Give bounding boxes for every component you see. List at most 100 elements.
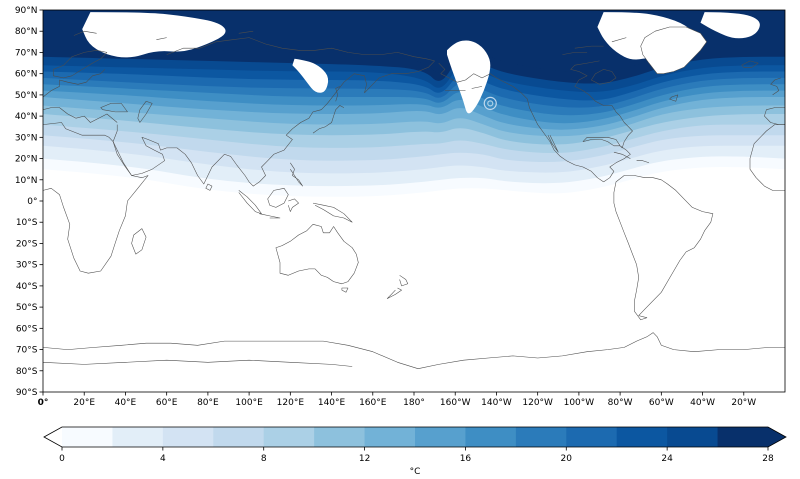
coastline-tasmania	[341, 287, 349, 293]
y-tick-label: 70°N	[15, 48, 38, 58]
colorbar-tick-label: 20	[561, 454, 573, 464]
greenland-east-blob	[700, 12, 760, 39]
coastline-cuba	[613, 151, 631, 159]
coastline-hudson-bay	[591, 69, 617, 85]
arctic-eurasia-blob	[82, 12, 226, 58]
coastline-sumatra	[238, 190, 262, 214]
colorbar-segment	[667, 427, 719, 447]
colorbar-tick-label: 28	[762, 454, 774, 464]
y-tick-label: 50°N	[15, 91, 38, 101]
okhotsk-blob	[292, 58, 329, 93]
colorbar-tick-label: 0	[59, 454, 65, 464]
coastline-antarctica-inner-line	[43, 359, 353, 367]
colorbar-segment	[314, 427, 366, 447]
coastline-russia-islands-2	[238, 30, 254, 34]
coastline-africa	[43, 122, 149, 274]
colorbar-tick-label: 24	[661, 454, 673, 464]
y-tick-label: 30°S	[16, 261, 38, 271]
y-tick-label: 30°N	[15, 133, 38, 143]
y-tick-label: 40°N	[15, 112, 38, 122]
colorbar-tick-label: 8	[261, 454, 267, 464]
colorbar-segment	[364, 427, 416, 447]
colorbar: 0 4 8 12 16 20 24 28 °C	[43, 426, 787, 477]
coastline-south-america	[613, 175, 714, 321]
masked-regions-layer	[82, 12, 760, 114]
coastline-madagascar	[131, 228, 147, 255]
y-tick-label: 80°N	[15, 27, 38, 37]
coastline-north-europe	[43, 69, 105, 98]
y-tick-label: 70°S	[16, 346, 38, 356]
colorbar-segment	[162, 427, 214, 447]
coastlines-layer	[43, 26, 785, 369]
coastline-philippines	[290, 162, 303, 187]
coastline-sri-lanka	[205, 183, 213, 191]
x-tick-label: 140°E	[318, 398, 346, 408]
coastline-baja-california	[547, 135, 559, 153]
colorbar-under-arrow	[44, 427, 62, 447]
coastline-arctic-canada-2	[574, 45, 604, 49]
colorbar-tick-label: 4	[160, 454, 166, 464]
coastline-new-zealand-south	[386, 287, 402, 299]
coastline-hispaniola	[636, 160, 650, 164]
coastline-australia	[275, 224, 359, 285]
coastline-svalbard	[73, 30, 97, 36]
coastline-scandinavia	[53, 50, 108, 79]
y-tick-label: 60°N	[15, 70, 38, 80]
coastline-north-america-east-coast	[570, 60, 633, 183]
y-tick-label: 20°N	[15, 155, 38, 165]
contour-ring	[487, 100, 494, 107]
coastline-arctic-canada-3	[611, 37, 627, 43]
contour-bands-layer	[43, 10, 785, 392]
coastline-siberia-arctic-coast	[166, 37, 435, 62]
coastline-greenland	[640, 26, 707, 74]
coastline-west-africa-edge	[749, 124, 785, 191]
contour-ring	[483, 96, 497, 110]
y-axis: 90°N 80°N 70°N 60°N 50°N 40°N 30°N 20°N 10°N 0° 10…	[15, 6, 43, 398]
x-tick-label: 100°W	[564, 398, 595, 408]
x-tick-label: 40°E	[115, 398, 137, 408]
coastline-borneo	[267, 188, 289, 208]
y-tick-label: 90°S	[16, 388, 38, 398]
x-tick-label: 20°W	[731, 398, 756, 408]
y-tick-label: 50°S	[16, 303, 38, 313]
colorbar-tick-label: 12	[359, 454, 370, 464]
colorbar-segment	[717, 427, 769, 447]
x-tick-label: 60°W	[649, 398, 674, 408]
x-tick-label: 100°E	[235, 398, 263, 408]
coastline-black-sea	[100, 103, 128, 113]
colorbar-unit-label: °C	[410, 467, 421, 477]
colorbar-segment	[112, 427, 164, 447]
coastline-newfoundland	[669, 94, 679, 102]
x-tick-label: 120°W	[522, 398, 553, 408]
coastline-north-america-west-coast	[438, 62, 604, 183]
coastline-asia-pacific-indian-coast	[112, 60, 435, 187]
gulf-of-alaska-wedge	[447, 40, 491, 114]
coastline-arctic-canada-1	[562, 52, 588, 55]
x-axis: 0° 20°E 40°E 60°E 80°E 100°E 120°E 140°E 160°E 18…	[38, 392, 756, 408]
coastline-sakhalin	[335, 86, 340, 102]
coastline-iberia-edge	[764, 107, 785, 125]
x-tick-label: 80°E	[197, 398, 219, 408]
coastline-japan	[312, 105, 345, 134]
x-tick-label: 80°W	[608, 398, 633, 408]
colorbar-segment	[616, 427, 668, 447]
colorbar-over-arrow	[768, 427, 786, 447]
coastline-iceland	[741, 60, 759, 68]
coastline-new-guinea	[312, 202, 353, 223]
colorbar-segment	[415, 427, 466, 447]
y-tick-label: 20°S	[16, 239, 38, 249]
x-tick-label: 120°E	[277, 398, 305, 408]
y-tick-label: 0°	[27, 197, 37, 207]
x-tick-label: 0°	[38, 398, 49, 408]
x-tick-label: 180°	[403, 398, 425, 408]
colorbar-tick-label: 16	[460, 454, 472, 464]
y-tick-label: 90°N	[15, 6, 38, 16]
colorbar-segment	[465, 427, 517, 447]
x-tick-label: 140°W	[481, 398, 512, 408]
x-tick-label: 160°W	[440, 398, 471, 408]
coastline-britain-edge	[770, 77, 781, 96]
colorbar-segment	[62, 427, 113, 447]
coastline-antarctica-coast	[43, 332, 785, 369]
colorbar-segment	[566, 427, 618, 447]
